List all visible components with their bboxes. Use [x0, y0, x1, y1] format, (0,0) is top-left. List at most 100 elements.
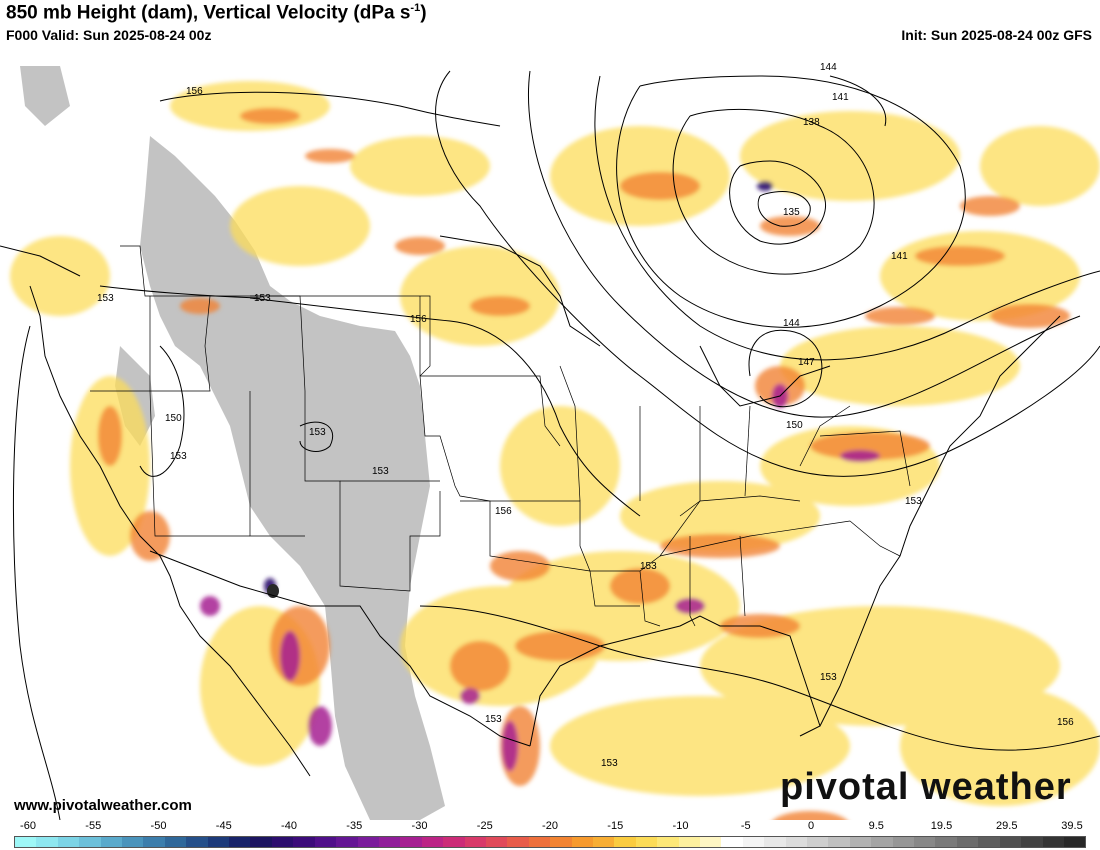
colorbar-tick-label: 9.5	[868, 820, 884, 832]
pivotal-weather-logo: pivotal weather	[780, 766, 1072, 808]
colorbar-tick-label: 19.5	[930, 820, 953, 832]
colorbar-tick-label: -55	[85, 820, 102, 832]
colorbar-tick-label: -15	[607, 820, 624, 832]
colorbar-tick-label: -25	[476, 820, 493, 832]
colorbar-tick-label: -40	[281, 820, 297, 832]
height-contours	[12, 70, 1100, 820]
colorbar-swatch	[571, 837, 593, 847]
contour-label: 138	[803, 117, 820, 128]
contour-label: 156	[495, 506, 512, 517]
colorbar-swatch	[935, 837, 957, 847]
colorbar-tick-label: -60	[20, 820, 36, 832]
colorbar-swatch	[164, 837, 187, 847]
colorbar-swatch	[978, 837, 1000, 847]
colorbar-swatch	[421, 837, 444, 847]
coastlines-borders	[0, 235, 1061, 777]
colorbar-swatch	[956, 837, 979, 847]
contour-label: 135	[783, 207, 800, 218]
colorbar-tick-label: -50	[150, 820, 167, 832]
contour-label: 150	[786, 420, 803, 431]
contour-labels: 156 153 153 156 144 141 138 135 141 144 …	[97, 62, 1074, 769]
colorbar-swatch	[400, 837, 422, 847]
contour-label: 156	[410, 314, 427, 325]
contour-label: 156	[1057, 717, 1074, 728]
colorbar-swatch	[550, 837, 572, 847]
colorbar-swatch	[122, 837, 144, 847]
colorbar-swatch	[186, 837, 208, 847]
contour-label: 153	[601, 758, 618, 769]
colorbar-swatch	[15, 837, 37, 847]
colorbar-tick-label: -30	[411, 820, 428, 832]
contour-label: 153	[309, 427, 326, 438]
colorbar-swatch	[79, 837, 101, 847]
colorbar-swatch	[742, 837, 765, 847]
colorbar-swatch	[914, 837, 936, 847]
header: 850 mb Height (dam), Vertical Velocity (…	[0, 0, 1100, 46]
colorbar-tick-label: 39.5	[1061, 820, 1083, 832]
colorbar-swatch	[871, 837, 893, 847]
colorbar-swatch	[378, 837, 401, 847]
colorbar-swatch	[528, 837, 551, 847]
colorbar-swatch	[657, 837, 679, 847]
init-time: Init: Sun 2025-08-24 00z GFS	[901, 27, 1092, 43]
colorbar-swatch	[314, 837, 337, 847]
contour-label: 153	[170, 451, 187, 462]
colorbar-swatch	[250, 837, 272, 847]
colorbar-swatch	[1021, 837, 1043, 847]
colorbar-swatch	[207, 837, 230, 847]
contour-label: 153	[485, 714, 502, 725]
colorbar-labels: -60 -55 -50 -45 -40 -35 -30 -25 -20 -15 -10 -5 0 9.5 1…	[0, 820, 1100, 834]
colorbar-swatch	[614, 837, 636, 847]
colorbar-swatch	[635, 837, 658, 847]
colorbar-tick-label: -10	[672, 820, 689, 832]
colorbar-swatch	[700, 837, 722, 847]
colorbar-swatch	[57, 837, 80, 847]
colorbar-tick-label: -45	[215, 820, 232, 832]
weather-map[interactable]: 156 153 153 156 144 141 138 135 141 144 …	[0, 46, 1100, 820]
colorbar-swatch	[100, 837, 123, 847]
colorbar-swatch	[485, 837, 508, 847]
colorbar-swatch	[999, 837, 1022, 847]
contour-label: 153	[372, 466, 389, 477]
colorbar-swatch	[849, 837, 872, 847]
colorbar	[14, 836, 1086, 848]
colorbar-swatch	[785, 837, 808, 847]
map-title: 850 mb Height (dam), Vertical Velocity (…	[6, 2, 427, 24]
contour-label: 147	[798, 357, 815, 368]
contour-label: 153	[905, 496, 922, 507]
colorbar-swatch	[678, 837, 700, 847]
colorbar-swatch	[271, 837, 294, 847]
colorbar-swatch	[293, 837, 315, 847]
colorbar-tick-label: 0	[807, 820, 815, 832]
colorbar-swatch	[336, 837, 358, 847]
colorbar-swatch	[143, 837, 165, 847]
contour-label: 153	[254, 293, 271, 304]
website-credit: www.pivotalweather.com	[14, 797, 192, 814]
colorbar-swatch	[357, 837, 379, 847]
contour-label: 150	[165, 413, 182, 424]
colorbar-swatch	[507, 837, 529, 847]
colorbar-swatch	[807, 837, 829, 847]
contour-label: 141	[891, 251, 908, 262]
colorbar-swatch	[36, 837, 58, 847]
colorbar-swatch	[464, 837, 486, 847]
contour-label: 144	[783, 318, 800, 329]
colorbar-tick-label: -5	[740, 820, 751, 832]
colorbar-swatch	[443, 837, 465, 847]
colorbar-swatch	[764, 837, 786, 847]
contour-label: 156	[186, 86, 203, 97]
colorbar-tick-label: 29.5	[996, 820, 1018, 832]
colorbar-swatch	[892, 837, 915, 847]
colorbar-swatch	[229, 837, 251, 847]
contour-label: 153	[97, 293, 114, 304]
valid-time: F000 Valid: Sun 2025-08-24 00z	[6, 27, 212, 43]
colorbar-swatch	[1042, 837, 1064, 847]
colorbar-tick-label: -35	[346, 820, 363, 832]
colorbar-swatch	[592, 837, 615, 847]
colorbar-swatch	[721, 837, 743, 847]
contour-label: 144	[820, 62, 837, 73]
contour-label: 153	[640, 561, 657, 572]
contour-label: 153	[820, 672, 837, 683]
contour-label: 141	[832, 92, 849, 103]
colorbar-swatch	[1063, 837, 1086, 847]
